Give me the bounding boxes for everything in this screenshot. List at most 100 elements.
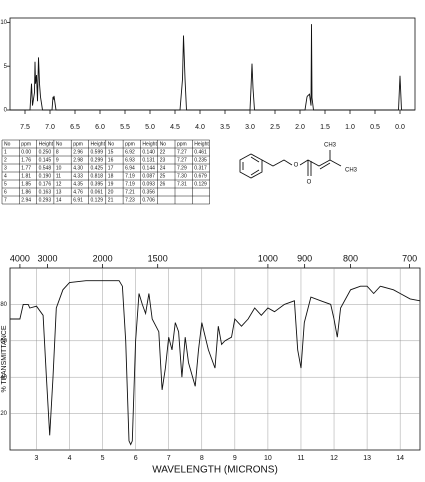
table-cell: 6 bbox=[4, 189, 7, 195]
table-cell: 1.86 bbox=[21, 189, 31, 195]
chain bbox=[299, 159, 342, 167]
x-tick-label: 6.0 bbox=[95, 124, 105, 131]
structure-label: CH3 bbox=[324, 143, 337, 149]
table-cell: 1.76 bbox=[21, 157, 31, 163]
x-tick-label: 5.0 bbox=[145, 124, 155, 131]
table-cell: 7.23 bbox=[125, 197, 135, 203]
table-cell: 0.129 bbox=[194, 181, 207, 187]
x-tick-label: 4 bbox=[68, 455, 72, 462]
table-header: No bbox=[56, 141, 63, 147]
structure-label: O bbox=[294, 163, 299, 169]
table-cell: 6.94 bbox=[125, 165, 135, 171]
x-tick-label: 3 bbox=[34, 455, 38, 462]
table-header: Height bbox=[142, 141, 157, 147]
table-cell: 2 bbox=[4, 157, 7, 163]
table-cell: 14 bbox=[56, 197, 62, 203]
x2-tick-label: 2000 bbox=[93, 253, 113, 263]
x-tick-label: 0.0 bbox=[395, 124, 405, 131]
table-cell: 0.131 bbox=[142, 157, 155, 163]
table-cell: 6.93 bbox=[125, 157, 135, 163]
table-cell: 8 bbox=[56, 149, 59, 155]
table-cell: 21 bbox=[108, 197, 114, 203]
x-tick-label: 6.5 bbox=[70, 124, 80, 131]
table-cell: 16 bbox=[108, 157, 114, 163]
table-cell: 7.31 bbox=[177, 181, 187, 187]
table-cell: 19 bbox=[108, 181, 114, 187]
table-cell: 0.706 bbox=[142, 197, 155, 203]
table-cell: 1.85 bbox=[21, 181, 31, 187]
x2-tick-label: 800 bbox=[343, 253, 358, 263]
table-cell: 0.356 bbox=[142, 189, 155, 195]
table-cell: 22 bbox=[160, 149, 166, 155]
table-cell: 4 bbox=[4, 173, 7, 179]
plot-frame bbox=[9, 17, 416, 111]
structure-label: CH3 bbox=[345, 168, 358, 174]
y-tick-label: 20 bbox=[0, 411, 7, 417]
table-cell: 2.94 bbox=[21, 197, 31, 203]
table-cell: 4.76 bbox=[73, 189, 83, 195]
spectrum-line bbox=[10, 24, 415, 111]
x-tick-label: 11 bbox=[297, 455, 304, 462]
table-cell: 0.548 bbox=[39, 165, 52, 171]
table-cell: 10 bbox=[56, 165, 62, 171]
table-cell: 0.061 bbox=[91, 189, 104, 195]
table-cell: 1.81 bbox=[21, 173, 31, 179]
table-cell: 0.250 bbox=[39, 149, 52, 155]
table-cell: 0.163 bbox=[39, 189, 52, 195]
table-cell: 0.599 bbox=[91, 149, 104, 155]
table-cell: 7.19 bbox=[125, 173, 135, 179]
table-cell: 0.144 bbox=[142, 165, 155, 171]
x2-tick-label: 3000 bbox=[37, 253, 57, 263]
y-tick-label: 80 bbox=[0, 302, 7, 308]
x-axis-label: WAVELENGTH (MICRONS) bbox=[152, 465, 278, 476]
table-cell: 0.087 bbox=[142, 173, 155, 179]
y-tick-label: 5 bbox=[4, 64, 8, 70]
table-cell: 3 bbox=[4, 165, 7, 171]
x-tick-label: 2.0 bbox=[295, 124, 305, 131]
table-cell: 17 bbox=[108, 165, 114, 171]
x-tick-label: 7 bbox=[167, 455, 171, 462]
table-cell: 20 bbox=[108, 189, 114, 195]
table-cell: 0.129 bbox=[91, 197, 104, 203]
table-cell: 0.395 bbox=[91, 181, 104, 187]
table-cell: 1 bbox=[4, 149, 7, 155]
table-header: Height bbox=[39, 141, 54, 147]
table-cell: 2.96 bbox=[73, 149, 83, 155]
table-cell: 23 bbox=[160, 157, 166, 163]
x-tick-label: 0.5 bbox=[370, 124, 380, 131]
chain bbox=[261, 159, 293, 167]
x2-tick-label: 700 bbox=[402, 253, 417, 263]
y-tick-label: 60 bbox=[0, 338, 7, 344]
table-cell: 0.00 bbox=[21, 149, 31, 155]
table-cell: 5 bbox=[4, 181, 7, 187]
x-tick-label: 7.5 bbox=[20, 124, 30, 131]
table-cell: 0.176 bbox=[39, 181, 52, 187]
table-cell: 18 bbox=[108, 173, 114, 179]
table-header: ppm bbox=[125, 141, 135, 147]
table-cell: 0.235 bbox=[194, 157, 207, 163]
table-cell: 7.29 bbox=[177, 165, 187, 171]
table-cell: 7.27 bbox=[177, 157, 187, 163]
table-cell: 25 bbox=[160, 173, 166, 179]
table-header: ppm bbox=[73, 141, 83, 147]
table-cell: 0.299 bbox=[91, 157, 104, 163]
x-tick-label: 14 bbox=[396, 455, 404, 462]
table-cell: 11 bbox=[56, 173, 61, 179]
table-cell: 15 bbox=[108, 149, 114, 155]
x-tick-label: 3.5 bbox=[220, 124, 230, 131]
table-cell: 0.461 bbox=[194, 149, 207, 155]
x-tick-label: 7.0 bbox=[45, 124, 55, 131]
structure bbox=[239, 150, 342, 179]
table-cell: 1.77 bbox=[21, 165, 31, 171]
bond bbox=[250, 156, 260, 163]
x-tick-label: 12 bbox=[330, 455, 338, 462]
x-tick-label: 2.5 bbox=[270, 124, 280, 131]
table-cell: 7.30 bbox=[177, 173, 187, 179]
table-header: Height bbox=[194, 141, 209, 147]
table-cell: 7.21 bbox=[125, 189, 135, 195]
table-cell: 9 bbox=[56, 157, 59, 163]
x2-tick-label: 4000 bbox=[10, 253, 30, 263]
table-header: ppm bbox=[177, 141, 187, 147]
bond bbox=[250, 169, 260, 176]
benzene-ring bbox=[239, 153, 263, 179]
